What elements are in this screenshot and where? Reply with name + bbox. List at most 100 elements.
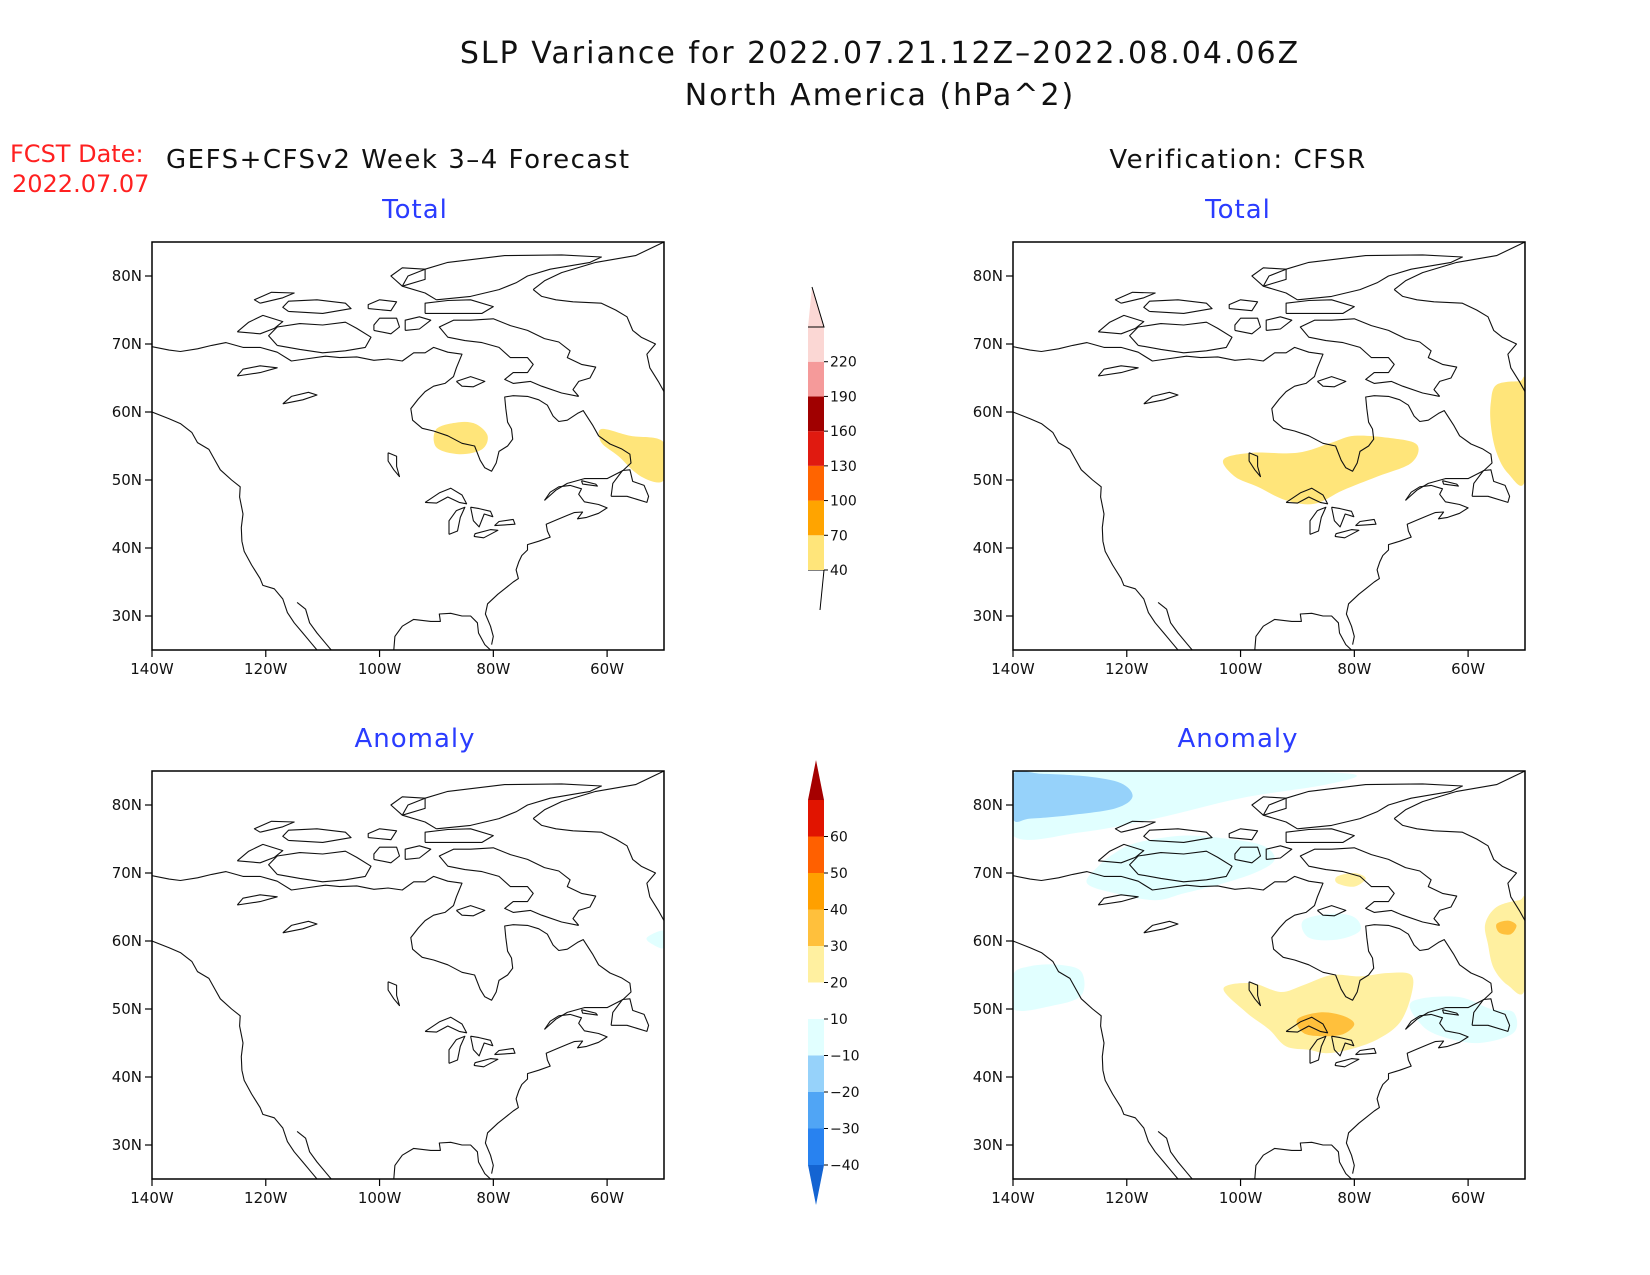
colorbar-swatch: [808, 800, 824, 837]
panel-title: Total: [381, 195, 448, 225]
coastline-segment: [1251, 267, 1287, 287]
coastline-segment: [1114, 291, 1156, 304]
colorbar-swatch: [808, 909, 824, 946]
coastline-segment: [373, 846, 401, 864]
coastline-segment: [484, 484, 608, 645]
axis-ticks: 140W 120W 100W 80W 60W 80N 70N 60N 50N 40N 30N: [112, 267, 625, 678]
colorbar-label: 130: [830, 459, 857, 475]
lat-tick-label: 60N: [112, 932, 142, 950]
coastline-segment: [387, 981, 401, 1007]
lat-tick-label: 60N: [112, 403, 142, 421]
coastline-segment: [282, 828, 352, 843]
coastline-segment: [1254, 612, 1352, 650]
coastline-segment: [494, 1047, 516, 1056]
verification-column-title: Verification: CFSR: [1109, 145, 1366, 175]
coastline-segment: [473, 1058, 499, 1068]
coastline-segment: [1393, 242, 1525, 393]
coastline-segment: [1248, 452, 1262, 478]
lat-tick-label: 80N: [973, 796, 1003, 814]
colorbar-label: 50: [830, 866, 848, 882]
colorbar-swatch: [808, 431, 824, 466]
lon-tick-label: 60W: [590, 660, 624, 678]
coastline-segment: [484, 1013, 608, 1174]
shading-layer: [1222, 376, 1525, 505]
colorbar-swatch: [808, 535, 824, 570]
shaded-region-pos40: [598, 428, 664, 483]
colorbar-swatch: [808, 327, 824, 362]
coastline-segment: [268, 850, 372, 883]
coastline-segment: [1345, 1013, 1469, 1174]
coastline-segment: [253, 291, 295, 304]
coastline-segment: [1143, 391, 1179, 405]
coastline-segment: [1097, 365, 1139, 377]
coastline-segment: [390, 267, 426, 287]
colorbar-label: 40: [830, 903, 848, 919]
axis-ticks: 140W 120W 100W 80W 60W 80N 70N 60N 50N 40N 30N: [112, 796, 625, 1207]
coastline-segment: [401, 783, 602, 830]
coastline-segment: [401, 254, 602, 301]
lat-tick-label: 50N: [112, 471, 142, 489]
coastline-segment: [1471, 998, 1511, 1032]
panel-verification-total: Total 140W 120W 100W 80W 60W 80N 70N 60N 50N 40N 3…: [973, 195, 1526, 678]
shaded-region-neg20: [1013, 771, 1133, 823]
lon-tick-label: 100W: [358, 660, 402, 678]
coastline-layer: [1013, 771, 1525, 1179]
lat-tick-label: 40N: [973, 1068, 1003, 1086]
lon-tick-label: 100W: [1219, 660, 1263, 678]
colorbar-swatch: [808, 873, 824, 910]
panel-forecast-total: Total 140W 120W 100W 80W 60W 80N 70N 60N 50N 40N 3…: [112, 195, 665, 678]
lon-tick-label: 100W: [358, 1189, 402, 1207]
shaded-region-pos10: [1335, 872, 1366, 887]
colorbar-swatch: [808, 361, 824, 397]
coastline-segment: [1285, 1016, 1329, 1034]
lat-tick-label: 70N: [973, 335, 1003, 353]
coastline-segment: [470, 506, 494, 528]
coastline-segment: [1234, 846, 1262, 864]
coastline-segment: [610, 998, 650, 1032]
lon-tick-label: 140W: [991, 660, 1035, 678]
lat-tick-label: 30N: [973, 1136, 1003, 1154]
coastline-segment: [152, 940, 318, 1179]
coastline-segment: [1331, 506, 1355, 528]
colorbar-upper-triangle: [808, 760, 824, 800]
map-frame: [1012, 241, 1526, 651]
lon-tick-label: 120W: [244, 660, 288, 678]
coastline-segment: [1265, 316, 1293, 331]
coastline-segment: [1285, 828, 1355, 843]
coastline-segment: [1143, 299, 1213, 314]
colorbar-label: 160: [830, 424, 857, 440]
coastline-segment: [1331, 1035, 1355, 1057]
shaded-region-neg10: [1013, 964, 1085, 1011]
coastline-segment: [282, 299, 352, 314]
coastline-segment: [424, 299, 494, 314]
lon-tick-label: 80W: [1337, 1189, 1371, 1207]
lat-tick-label: 60N: [973, 403, 1003, 421]
shading-layer: [646, 930, 664, 949]
colorbar-label: 190: [830, 389, 857, 405]
coastline-segment: [268, 321, 372, 354]
lat-tick-label: 70N: [973, 864, 1003, 882]
colorbar-swatch: [808, 1092, 824, 1129]
lon-tick-label: 120W: [1105, 1189, 1149, 1207]
coastline-segment: [1265, 845, 1293, 860]
shaded-region-pos20: [1496, 920, 1517, 935]
coastline-segment: [282, 391, 318, 405]
colorbar-label: 60: [830, 830, 848, 846]
coastline-segment: [1285, 299, 1355, 314]
shaded-region-neg10: [1086, 835, 1275, 901]
colorbar-label: 220: [830, 355, 857, 371]
coastline-segment: [404, 316, 432, 331]
coastline-segment: [456, 376, 486, 388]
lat-tick-label: 60N: [973, 932, 1003, 950]
coastline-segment: [1317, 905, 1347, 917]
lat-tick-label: 70N: [112, 335, 142, 353]
coastline-segment: [393, 612, 491, 650]
colorbar-swatch: [808, 396, 824, 432]
panel-verification-anomaly: Anomaly 140W 120W 100W 80W 60W 80N 70N 60N 50N 40…: [973, 724, 1526, 1207]
colorbar-swatch: [808, 982, 824, 1019]
lon-tick-label: 100W: [1219, 1189, 1263, 1207]
colorbar-label: 20: [830, 976, 848, 992]
colorbar-label: 100: [830, 494, 857, 510]
lat-tick-label: 50N: [973, 1000, 1003, 1018]
colorbar-lower-triangle: [808, 569, 825, 611]
